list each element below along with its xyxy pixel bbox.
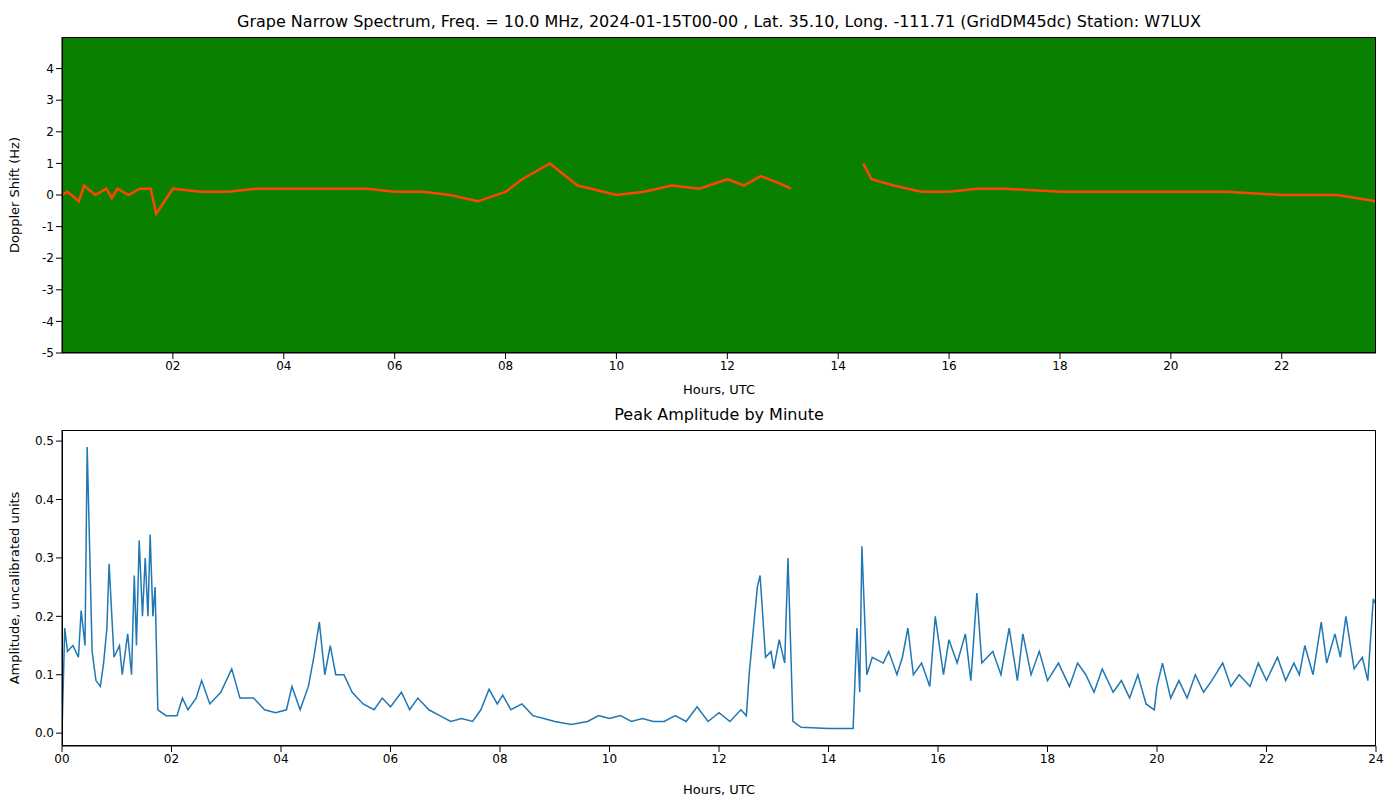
svg-text:06: 06 (383, 752, 398, 766)
svg-text:1: 1 (46, 157, 54, 171)
svg-text:18: 18 (1040, 752, 1055, 766)
svg-text:0: 0 (46, 188, 54, 202)
svg-text:-2: -2 (42, 251, 54, 265)
svg-text:02: 02 (164, 752, 179, 766)
svg-text:Doppler Shift (Hz): Doppler Shift (Hz) (7, 137, 22, 253)
svg-text:-5: -5 (42, 346, 54, 360)
svg-text:20: 20 (1149, 752, 1164, 766)
svg-text:18: 18 (1052, 359, 1067, 373)
svg-text:10: 10 (602, 752, 617, 766)
html-text:Peak Amplitude by Minute: Peak Amplitude by Minute (614, 405, 824, 424)
svg-text:20: 20 (1163, 359, 1178, 373)
svg-text:04: 04 (273, 752, 288, 766)
svg-text:4: 4 (46, 62, 54, 76)
svg-text:04: 04 (276, 359, 291, 373)
svg-text:14: 14 (821, 752, 836, 766)
html-text:Grape Narrow Spectrum, Freq. =: Grape Narrow Spectrum, Freq. = 10.0 MHz,… (237, 12, 1201, 31)
svg-text:00: 00 (54, 752, 69, 766)
svg-text:06: 06 (387, 359, 402, 373)
svg-text:3: 3 (46, 93, 54, 107)
svg-text:16: 16 (941, 359, 956, 373)
svg-text:Amplitude, uncalibrated units: Amplitude, uncalibrated units (7, 491, 22, 684)
svg-text:12: 12 (720, 359, 735, 373)
svg-text:08: 08 (498, 359, 513, 373)
svg-text:22: 22 (1259, 752, 1274, 766)
svg-text:0.1: 0.1 (35, 668, 54, 682)
svg-text:Hours, UTC: Hours, UTC (683, 382, 755, 397)
svg-text:0.3: 0.3 (35, 551, 54, 565)
svg-text:0.5: 0.5 (35, 434, 54, 448)
svg-text:08: 08 (492, 752, 507, 766)
svg-text:Hours, UTC: Hours, UTC (683, 782, 755, 797)
svg-text:12: 12 (711, 752, 726, 766)
svg-text:14: 14 (831, 359, 846, 373)
svg-text:0.0: 0.0 (35, 726, 54, 740)
svg-text:24: 24 (1368, 752, 1383, 766)
svg-text:-1: -1 (42, 220, 54, 234)
svg-text:-4: -4 (42, 315, 54, 329)
svg-text:0.2: 0.2 (35, 610, 54, 624)
svg-text:10: 10 (609, 359, 624, 373)
svg-text:16: 16 (930, 752, 945, 766)
svg-text:02: 02 (165, 359, 180, 373)
svg-text:-3: -3 (42, 283, 54, 297)
svg-text:2: 2 (46, 125, 54, 139)
svg-text:0.4: 0.4 (35, 493, 54, 507)
svg-text:22: 22 (1274, 359, 1289, 373)
